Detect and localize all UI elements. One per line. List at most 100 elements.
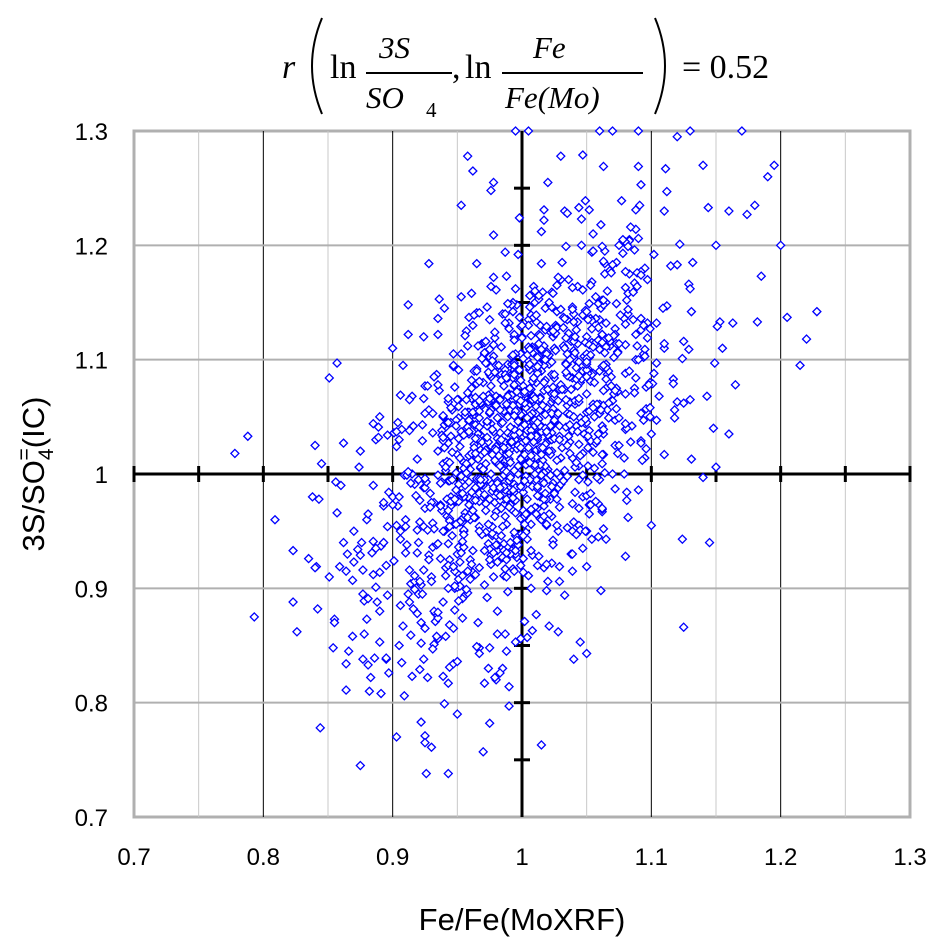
data-point [332, 507, 342, 518]
title-ln-2: ln [465, 49, 491, 86]
data-point [474, 526, 485, 537]
data-point [474, 648, 485, 659]
x-tick-label: 1.2 [764, 844, 797, 871]
data-point [614, 413, 624, 423]
data-point [483, 519, 494, 530]
data-point [423, 258, 434, 269]
data-point [482, 592, 492, 603]
data-point [418, 331, 429, 342]
data-point [409, 584, 420, 595]
data-point [583, 461, 593, 471]
data-point [645, 323, 655, 334]
data-point [603, 333, 614, 343]
data-point [473, 341, 483, 351]
data-point [601, 374, 611, 385]
data-point [500, 563, 511, 574]
data-point [456, 547, 467, 558]
data-point [598, 295, 609, 306]
data-point [678, 336, 689, 347]
data-point [435, 478, 446, 489]
y-axis-title-main: 3S/SO [16, 460, 51, 551]
data-point [570, 487, 580, 498]
data-point [488, 177, 499, 188]
data-point [489, 333, 500, 343]
data-point [585, 280, 596, 291]
data-point [368, 480, 379, 491]
data-point [449, 382, 460, 393]
data-point [749, 200, 760, 211]
data-point [467, 166, 478, 176]
data-point [508, 350, 518, 361]
data-point [634, 200, 645, 211]
data-point [522, 632, 533, 643]
data-point [541, 559, 552, 570]
data-point [581, 561, 592, 572]
data-point [451, 519, 461, 530]
data-point [310, 440, 320, 451]
data-point [433, 379, 443, 390]
data-point [559, 590, 570, 601]
data-point [602, 286, 613, 296]
data-point [515, 454, 526, 465]
data-point [492, 629, 503, 639]
data-point [597, 241, 608, 252]
data-point [775, 240, 786, 251]
data-point [445, 431, 456, 442]
data-point [484, 344, 495, 355]
data-point [427, 644, 438, 654]
data-point [404, 597, 415, 607]
data-point [617, 248, 628, 259]
data-point [526, 450, 536, 461]
data-point [479, 545, 490, 556]
data-point [611, 298, 622, 309]
data-point [539, 501, 549, 511]
data-point [598, 385, 609, 396]
y-tick-label: 1.1 [75, 348, 108, 375]
data-point [461, 458, 472, 469]
data-point [455, 453, 465, 463]
data-point [392, 417, 403, 428]
data-point [542, 576, 553, 587]
data-point [548, 288, 558, 299]
data-point [524, 383, 535, 394]
data-point [683, 344, 694, 355]
data-point [552, 455, 562, 466]
data-point [548, 382, 558, 393]
data-point [492, 557, 503, 567]
data-point [642, 274, 653, 285]
data-point [474, 307, 485, 318]
data-point [642, 333, 653, 343]
data-point [356, 537, 367, 548]
data-point [509, 369, 520, 380]
data-point [601, 534, 611, 545]
data-point [341, 658, 352, 669]
data-point [711, 240, 721, 251]
data-point [307, 491, 318, 502]
data-point [502, 391, 513, 402]
data-point [597, 449, 608, 460]
data-point [403, 329, 414, 340]
data-point [577, 150, 588, 160]
data-point [310, 562, 320, 573]
data-point [462, 566, 473, 577]
data-point [363, 509, 374, 519]
data-point [383, 668, 394, 678]
data-point [418, 654, 429, 665]
data-point [533, 551, 544, 562]
data-point [545, 421, 556, 431]
data-point [595, 585, 606, 596]
data-point [633, 485, 644, 495]
data-point [461, 394, 472, 405]
data-point [566, 384, 577, 395]
data-point [590, 496, 601, 507]
data-point [382, 521, 393, 532]
data-point [554, 502, 565, 513]
data-point [562, 522, 573, 533]
data-point [488, 571, 499, 582]
data-point [443, 768, 454, 779]
data-point [568, 517, 579, 527]
data-point [532, 560, 543, 571]
data-point [730, 379, 741, 390]
data-point [553, 395, 564, 406]
data-point [374, 411, 385, 422]
